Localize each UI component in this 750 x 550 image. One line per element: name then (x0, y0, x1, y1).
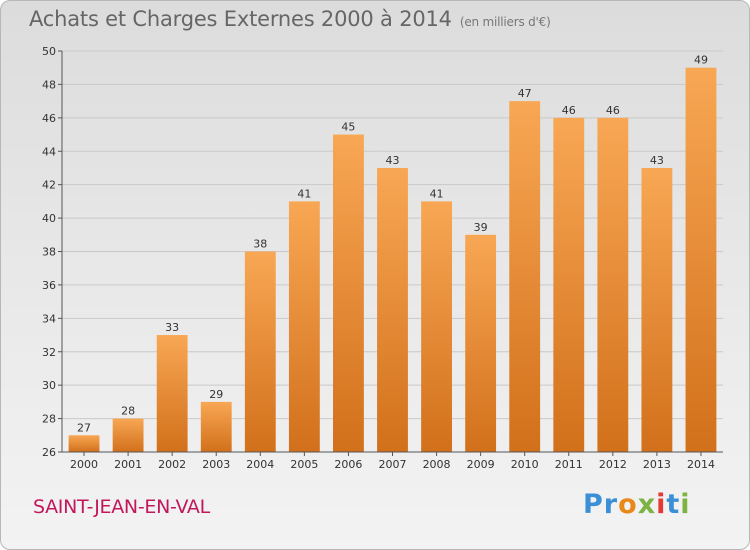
x-tick-label: 2014 (687, 458, 715, 471)
bar-2005 (288, 201, 320, 452)
y-tick-label: 30 (42, 379, 56, 392)
x-tick-label: 2010 (511, 458, 539, 471)
bar-value-label: 45 (341, 121, 355, 134)
bar-value-label: 46 (562, 104, 576, 117)
logo-letter: x (637, 489, 657, 520)
x-tick-label: 2003 (202, 458, 230, 471)
bar-2001 (112, 418, 144, 452)
x-tick-label: 2002 (158, 458, 186, 471)
bar-value-label: 41 (430, 187, 444, 200)
logo-letter: t (666, 489, 681, 520)
bar-2009 (465, 234, 497, 452)
x-tick-label: 2005 (290, 458, 318, 471)
logo-letter: i (680, 489, 691, 520)
bar-value-label: 33 (165, 321, 179, 334)
y-tick-label: 26 (42, 446, 56, 459)
bar-2004 (244, 251, 276, 452)
x-tick-label: 2007 (379, 458, 407, 471)
x-tick-label: 2008 (423, 458, 451, 471)
logo-letter: r (603, 489, 619, 520)
logo-letter: i (656, 489, 667, 520)
y-tick-label: 28 (42, 413, 56, 426)
logo-letter: o (618, 489, 638, 520)
chart-title: Achats et Charges Externes 2000 à 2014 (e… (29, 7, 551, 31)
bar-value-label: 47 (518, 87, 532, 100)
bar-value-label: 43 (650, 154, 664, 167)
bar-value-label: 28 (121, 405, 135, 418)
y-tick-label: 44 (42, 145, 56, 158)
y-tick-label: 32 (42, 346, 56, 359)
chart-subtitle: (en milliers d'€) (459, 15, 551, 29)
x-tick-label: 2011 (555, 458, 583, 471)
y-tick-label: 36 (42, 279, 56, 292)
bar-2010 (509, 101, 541, 452)
bar-value-label: 29 (209, 388, 223, 401)
x-tick-label: 2013 (643, 458, 671, 471)
proxiti-logo: Proxiti (583, 489, 691, 520)
bar-value-label: 46 (606, 104, 620, 117)
bar-value-label: 38 (253, 238, 267, 251)
bar-2007 (377, 167, 408, 453)
bar-value-label: 43 (386, 154, 400, 167)
bar-2012 (597, 117, 629, 452)
bar-2013 (641, 167, 673, 453)
bar-value-label: 49 (694, 54, 708, 67)
x-tick-label: 2009 (467, 458, 495, 471)
chart-title-text: Achats et Charges Externes 2000 à 2014 (29, 7, 452, 31)
bar-2000 (68, 435, 100, 452)
y-tick-label: 34 (42, 312, 56, 325)
bar-value-label: 39 (474, 221, 488, 234)
bar-2008 (421, 201, 452, 452)
x-tick-label: 2001 (114, 458, 142, 471)
y-tick-label: 50 (42, 45, 56, 58)
bar-2002 (156, 335, 188, 452)
y-tick-label: 40 (42, 212, 56, 225)
bar-2011 (553, 117, 585, 452)
y-tick-label: 42 (42, 179, 56, 192)
bar-2006 (333, 134, 364, 452)
bar-2003 (200, 401, 232, 452)
y-tick-label: 48 (42, 78, 56, 91)
bar-layer: 27 28 33 29 38 41 45 43 41 39 47 46 46 43 49 (68, 54, 717, 453)
bar-value-label: 41 (297, 187, 311, 200)
bar-value-label: 27 (77, 421, 91, 434)
municipality-name: SAINT-JEAN-EN-VAL (33, 496, 210, 518)
x-tick-label: 2000 (70, 458, 98, 471)
axis-layer: 26 28 30 32 34 36 38 40 42 44 46 48 50 2000 2001 2002 20… (42, 45, 723, 471)
bar-2014 (685, 67, 717, 452)
y-tick-label: 38 (42, 246, 56, 259)
logo-letter: P (583, 489, 604, 520)
x-tick-label: 2012 (599, 458, 627, 471)
x-tick-label: 2004 (246, 458, 274, 471)
x-tick-label: 2006 (334, 458, 362, 471)
y-tick-label: 46 (42, 112, 56, 125)
